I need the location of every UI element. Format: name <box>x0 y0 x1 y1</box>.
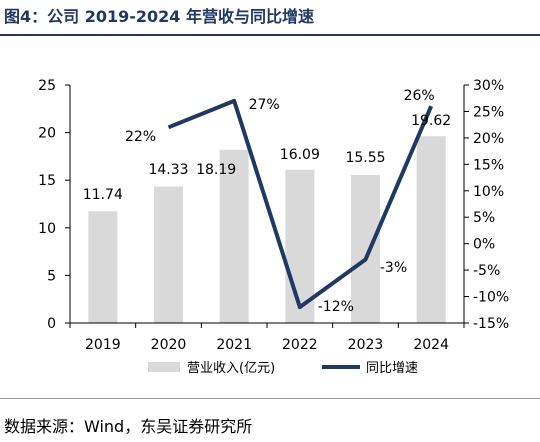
right-tick-label: 25% <box>473 104 504 120</box>
source-rule <box>0 398 540 399</box>
right-tick-label: 20% <box>473 131 504 147</box>
source-note: 数据来源：Wind，东吴证券研究所 <box>4 417 253 436</box>
right-tick-label: 30% <box>473 78 504 94</box>
x-tick-label: 2021 <box>216 337 252 353</box>
title-rule <box>0 34 540 36</box>
revenue-data-label: 19.62 <box>411 113 451 129</box>
figure-title: 图4：公司 2019-2024 年营收与同比增速 <box>4 7 314 26</box>
revenue-data-label: 15.55 <box>345 150 385 166</box>
x-tick-label: 2020 <box>151 337 187 353</box>
left-tick-label: 25 <box>38 78 56 94</box>
line-layer <box>167 98 434 310</box>
growth-line <box>167 98 434 310</box>
bars-layer <box>88 136 446 323</box>
legend-bar-swatch <box>148 362 180 372</box>
left-tick-label: 10 <box>38 221 56 237</box>
revenue-bar <box>416 136 446 323</box>
right-tick-label: 0% <box>473 237 495 253</box>
growth-data-label: -3% <box>380 260 407 276</box>
revenue-data-label: 11.74 <box>83 187 123 203</box>
labels-layer: 11.74 14.33 18.19 16.09 15.55 19.62 22% 27% -12%… <box>83 88 451 315</box>
axes-layer: 0 5 10 15 20 25 -15% -10% -5% 0% 5% 10% 15% 20% 25% 30%… <box>38 78 509 353</box>
growth-data-label: 27% <box>249 97 280 113</box>
left-tick-label: 15 <box>38 173 56 189</box>
right-tick-label: 5% <box>473 210 495 226</box>
revenue-bar <box>88 211 118 323</box>
right-tick-label: -10% <box>473 290 509 306</box>
chart: 0 5 10 15 20 25 -15% -10% -5% 0% 5% 10% 15% 20% 25% 30%… <box>38 78 509 376</box>
growth-data-label: 26% <box>404 88 435 104</box>
revenue-data-label: 16.09 <box>280 147 320 163</box>
growth-data-label: -12% <box>318 299 354 315</box>
right-tick-label: 15% <box>473 157 504 173</box>
right-tick-label: -5% <box>473 263 500 279</box>
revenue-data-label: 18.19 <box>196 162 236 178</box>
revenue-bar <box>285 169 315 323</box>
revenue-bar <box>351 174 380 323</box>
left-tick-label: 5 <box>47 268 56 284</box>
left-tick-label: 0 <box>47 316 56 332</box>
revenue-bar <box>219 149 249 323</box>
x-tick-label: 2022 <box>282 337 318 353</box>
legend-line-label: 同比增速 <box>366 361 418 376</box>
right-tick-label: -15% <box>473 316 509 332</box>
revenue-data-label: 14.33 <box>148 162 188 178</box>
growth-data-label: 22% <box>125 129 156 145</box>
revenue-bar <box>154 186 183 323</box>
left-tick-label: 20 <box>38 126 56 142</box>
legend-bar-label: 营业收入(亿元) <box>187 361 275 376</box>
x-tick-label: 2024 <box>413 337 449 353</box>
x-tick-label: 2019 <box>85 337 121 353</box>
x-tick-label: 2023 <box>348 337 384 353</box>
right-tick-label: 10% <box>473 184 504 200</box>
legend-layer: 营业收入(亿元) 同比增速 <box>148 361 418 376</box>
